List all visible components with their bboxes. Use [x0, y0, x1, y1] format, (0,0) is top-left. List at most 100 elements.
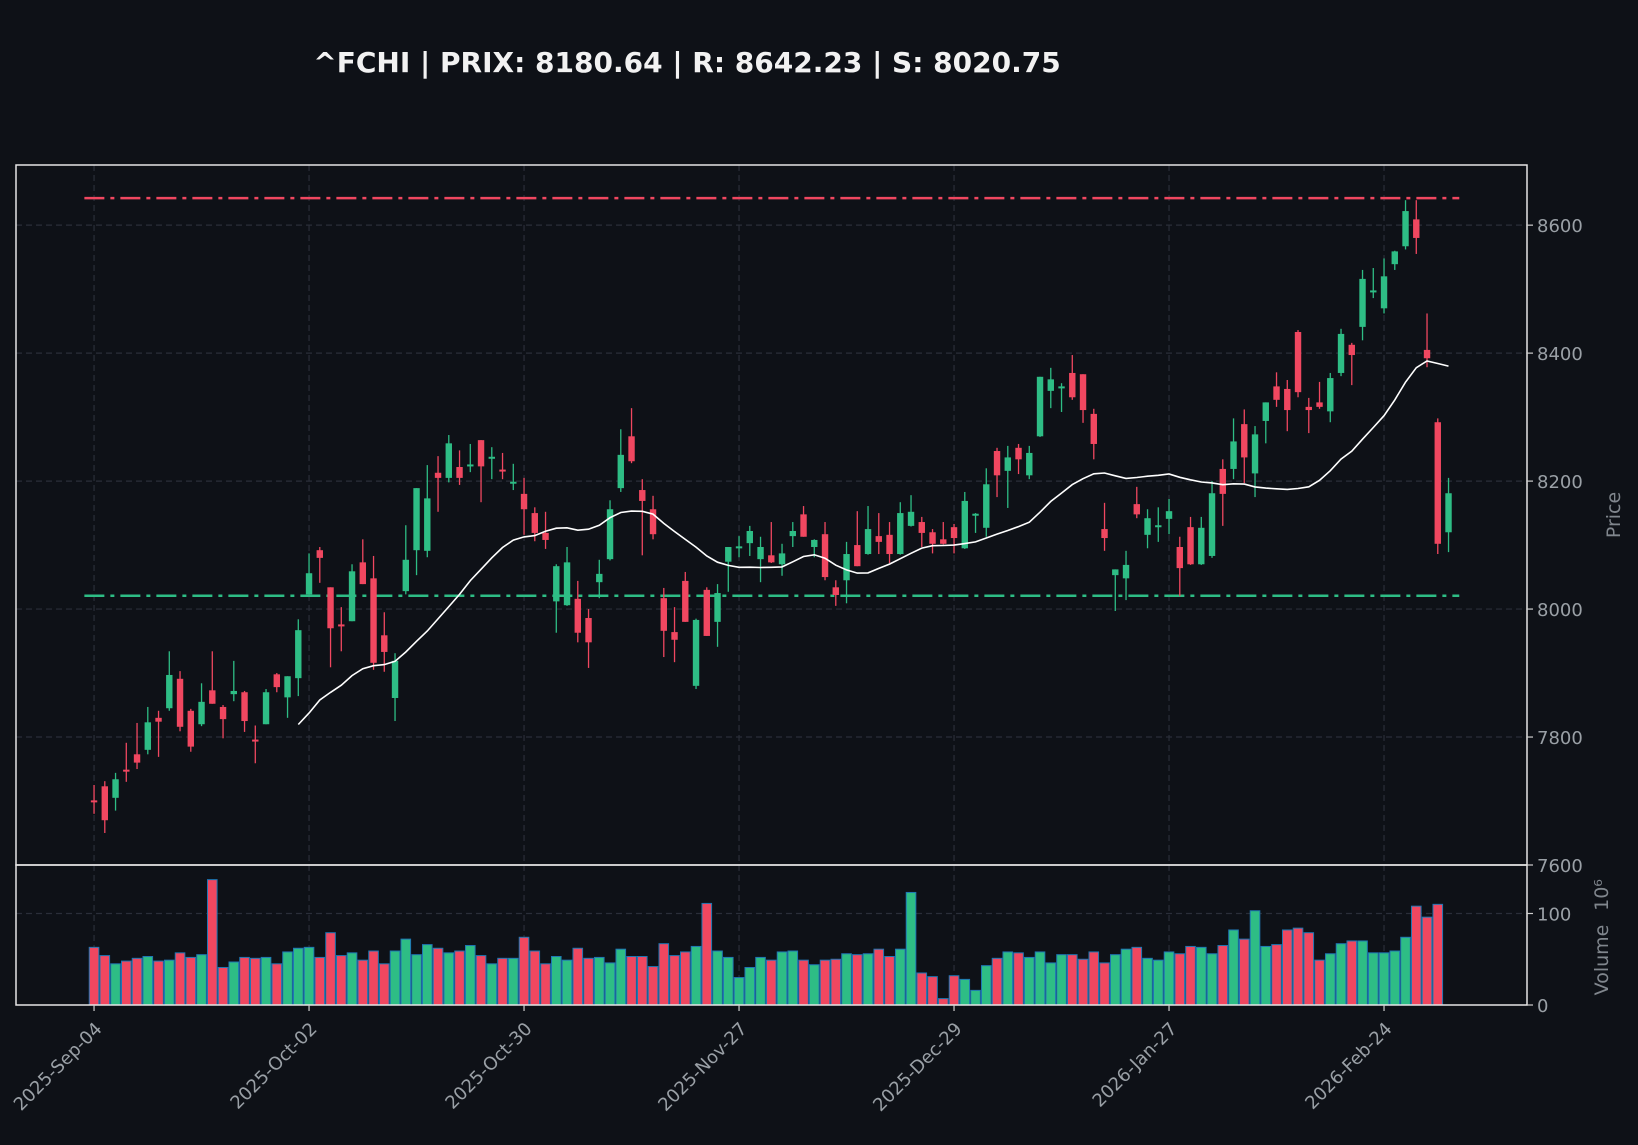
candle-up — [725, 546, 732, 562]
candle-down — [703, 589, 710, 636]
candle-up — [1337, 333, 1345, 373]
volume-bar — [507, 957, 519, 1006]
candle-up — [757, 546, 764, 560]
volume-bar — [174, 952, 186, 1006]
volume-bar — [1271, 944, 1282, 1006]
candle-up — [413, 488, 420, 551]
candle-down — [101, 786, 108, 821]
candle-down — [886, 534, 893, 555]
candle-down — [359, 562, 366, 585]
volume-bar — [1013, 952, 1024, 1006]
candle-up — [1026, 452, 1033, 476]
volume-bar — [378, 963, 390, 1006]
volume-bar — [1077, 958, 1089, 1006]
volume-bar — [1357, 940, 1368, 1006]
volume-bar — [830, 958, 842, 1006]
candle-down — [434, 472, 442, 478]
volume-bar — [647, 966, 659, 1006]
candle-down — [219, 706, 227, 720]
volume-bar — [1002, 951, 1014, 1006]
candle-up — [144, 722, 151, 750]
volume-bar — [722, 956, 734, 1006]
volume-bar — [540, 963, 551, 1006]
candle-down — [768, 555, 775, 563]
candle-down — [187, 710, 194, 747]
candle-up — [1262, 402, 1269, 421]
candle-up — [305, 573, 313, 595]
volume-bar — [927, 976, 938, 1006]
volume-bar — [583, 957, 594, 1006]
candle-up — [1198, 527, 1205, 565]
candle-down — [1348, 344, 1355, 356]
candle-up — [348, 571, 356, 622]
candle-down — [123, 769, 130, 772]
price-tick-label: 8600 — [1537, 216, 1583, 237]
panel-frames — [15, 164, 1528, 1006]
volume-bar — [1142, 957, 1153, 1006]
volume-bar — [1324, 953, 1336, 1006]
candle-down — [1273, 386, 1280, 400]
candle-down — [1101, 529, 1108, 539]
volume-bar — [1056, 954, 1067, 1006]
volume-bar — [1131, 946, 1143, 1006]
candle-down — [1176, 546, 1183, 569]
volume-bar — [1185, 945, 1196, 1006]
candle-down — [1284, 388, 1291, 411]
volume-bar — [755, 956, 766, 1006]
candle-down — [660, 598, 667, 631]
candle-down — [1305, 406, 1312, 411]
candle-down — [1187, 527, 1194, 565]
volume-bar — [142, 956, 154, 1006]
candle-down — [929, 532, 936, 544]
candle-up — [1251, 434, 1259, 474]
candle-down — [90, 800, 98, 803]
volume-bar — [475, 955, 487, 1006]
volume-bar — [1034, 951, 1046, 1006]
volume-bar — [1023, 956, 1035, 1006]
volume-bar — [228, 961, 240, 1006]
volume-bar — [894, 948, 906, 1006]
candle-down — [209, 690, 216, 704]
volume-bar — [808, 964, 820, 1006]
volume-bars — [88, 879, 1444, 1006]
candle-up — [1112, 569, 1119, 576]
candle-up — [1391, 251, 1398, 265]
volume-bar — [1367, 952, 1379, 1006]
ma-line — [297, 360, 1449, 726]
candle-up — [1165, 511, 1173, 519]
candle-down — [585, 618, 592, 643]
candle-down — [800, 514, 807, 537]
volume-bar — [1389, 950, 1401, 1006]
candle-down — [338, 624, 345, 627]
volume-bar — [1260, 945, 1272, 1006]
candle-down — [542, 532, 549, 540]
volume-bar — [690, 945, 702, 1006]
price-tick-label: 8400 — [1537, 344, 1583, 365]
volume-bar — [346, 952, 358, 1006]
volume-bar — [884, 956, 895, 1006]
support-resistance-lines — [84, 196, 1460, 598]
volume-bar — [679, 951, 691, 1006]
volume-bar — [819, 959, 831, 1006]
candle-up — [1155, 525, 1162, 528]
volume-bar — [1400, 936, 1411, 1006]
candle-up — [553, 566, 560, 602]
chart-title: ^FCHI | PRIX: 8180.64 | R: 8642.23 | S: … — [313, 46, 1060, 79]
volume-bar — [486, 963, 498, 1006]
candle-up — [778, 553, 786, 565]
candle-down — [1219, 468, 1226, 494]
volume-bar — [400, 938, 412, 1006]
candle-down — [940, 539, 947, 544]
volume-bar — [765, 959, 777, 1006]
candle-down — [273, 674, 280, 688]
volume-bar — [572, 947, 584, 1006]
volume-bar — [421, 944, 433, 1006]
volume-bar — [1335, 943, 1347, 1006]
candle-up — [811, 539, 818, 547]
volume-bar — [550, 956, 562, 1006]
volume-panel-frame — [15, 864, 1528, 1006]
candle-up — [1122, 564, 1130, 579]
candle-up — [1230, 441, 1237, 469]
volume-bar — [249, 957, 261, 1006]
volume-bar — [389, 950, 401, 1006]
